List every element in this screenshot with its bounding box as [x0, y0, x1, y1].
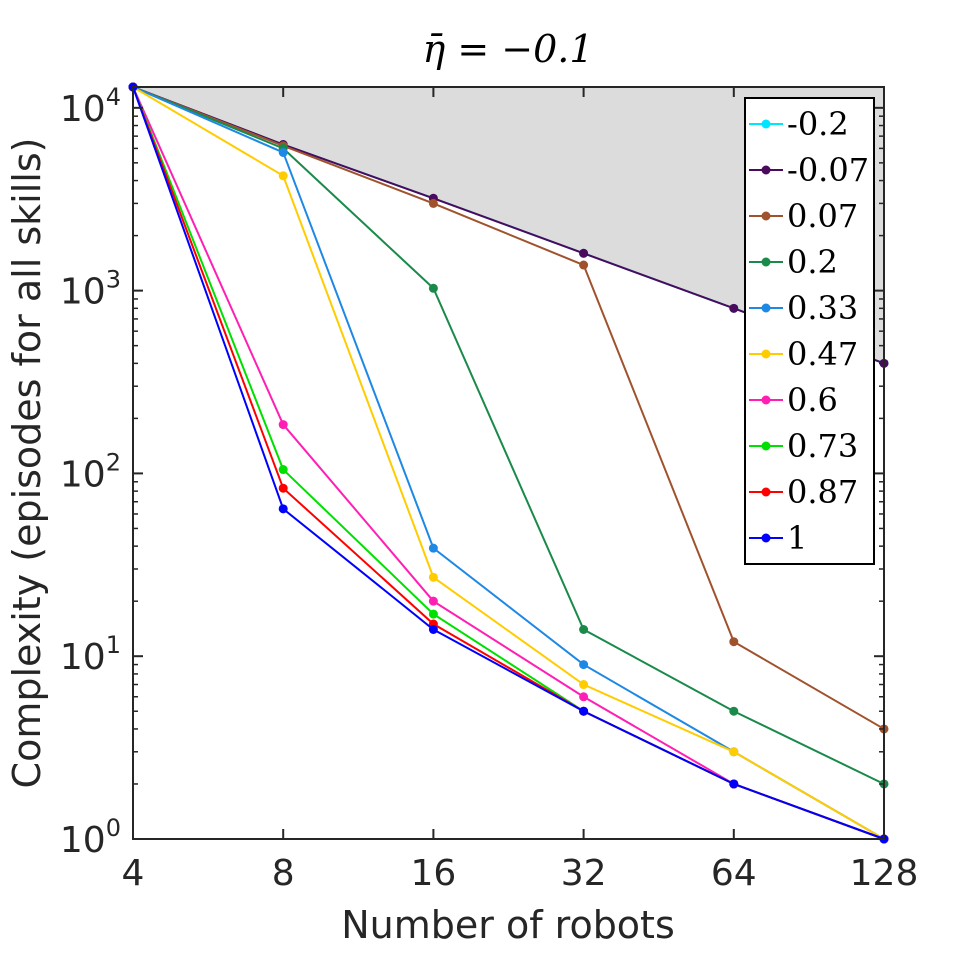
data-point: [278, 420, 288, 430]
data-point: [579, 680, 589, 690]
legend-marker: [761, 349, 771, 359]
y-axis-label: Complexity (episodes for all skills): [5, 138, 49, 789]
data-point: [428, 572, 438, 582]
chart-title: η̄ = −0.1: [422, 27, 593, 71]
legend-marker: [761, 303, 771, 313]
data-point: [729, 706, 739, 716]
x-tick-label: 8: [272, 853, 295, 894]
legend-marker: [761, 165, 771, 175]
y-tick-label: 102: [60, 448, 121, 495]
legend-marker: [761, 257, 771, 267]
data-point: [278, 504, 288, 514]
x-tick-label: 4: [122, 853, 145, 894]
legend-label: 0.07: [787, 197, 858, 235]
data-point: [579, 660, 589, 670]
legend-box: [744, 97, 875, 565]
legend-label: 1: [787, 519, 807, 557]
data-point: [729, 747, 739, 757]
legend-label: 0.87: [787, 473, 858, 511]
data-point: [729, 637, 739, 647]
data-point: [579, 692, 589, 702]
data-point: [278, 465, 288, 475]
series-5: [128, 82, 889, 844]
legend-label: -0.07: [787, 151, 869, 189]
x-tick-label: 16: [410, 853, 456, 894]
data-point: [428, 624, 438, 634]
data-point: [428, 596, 438, 606]
data-point: [428, 609, 438, 619]
series-line: [132, 86, 885, 840]
data-point: [278, 171, 288, 181]
legend-label: 0.33: [787, 289, 858, 327]
legend-marker: [761, 119, 771, 129]
series-9: [128, 82, 889, 844]
series-line: [132, 86, 885, 840]
legend: -0.2 -0.07 0.07 0.2 0.33 0.47 0.6 0.73 0.87 1: [744, 97, 875, 565]
data-point: [729, 779, 739, 789]
legend-marker: [761, 533, 771, 543]
legend-label: -0.2: [787, 105, 849, 143]
y-tick-label: 103: [60, 266, 121, 313]
series-line: [132, 86, 885, 785]
x-axis-label: Number of robots: [341, 903, 675, 947]
x-tick-label: 128: [850, 853, 919, 894]
y-tick-label: 101: [60, 631, 121, 678]
y-tick-label: 100: [60, 814, 121, 861]
data-point: [428, 543, 438, 553]
legend-marker: [761, 487, 771, 497]
x-tick-label: 64: [711, 853, 757, 894]
data-point: [729, 303, 739, 313]
data-point: [579, 248, 589, 258]
legend-label: 0.2: [787, 243, 838, 281]
data-point: [278, 483, 288, 493]
data-point: [579, 260, 589, 270]
data-point: [278, 147, 288, 157]
data-point: [428, 198, 438, 208]
plot-area-border: [132, 86, 885, 840]
legend-marker: [761, 395, 771, 405]
ticks-layer: 4 8 16 32 64 128 100 101 102 103 104: [60, 83, 918, 894]
legend-label: 0.47: [787, 335, 858, 373]
legend-marker: [761, 441, 771, 451]
data-point: [428, 283, 438, 293]
x-tick-label: 32: [561, 853, 607, 894]
series-line: [132, 86, 885, 730]
legend-marker: [761, 211, 771, 221]
y-tick-label: 104: [60, 83, 121, 130]
legend-label: 0.73: [787, 427, 858, 465]
data-point: [579, 624, 589, 634]
legend-label: 0.6: [787, 381, 838, 419]
data-point: [579, 706, 589, 716]
